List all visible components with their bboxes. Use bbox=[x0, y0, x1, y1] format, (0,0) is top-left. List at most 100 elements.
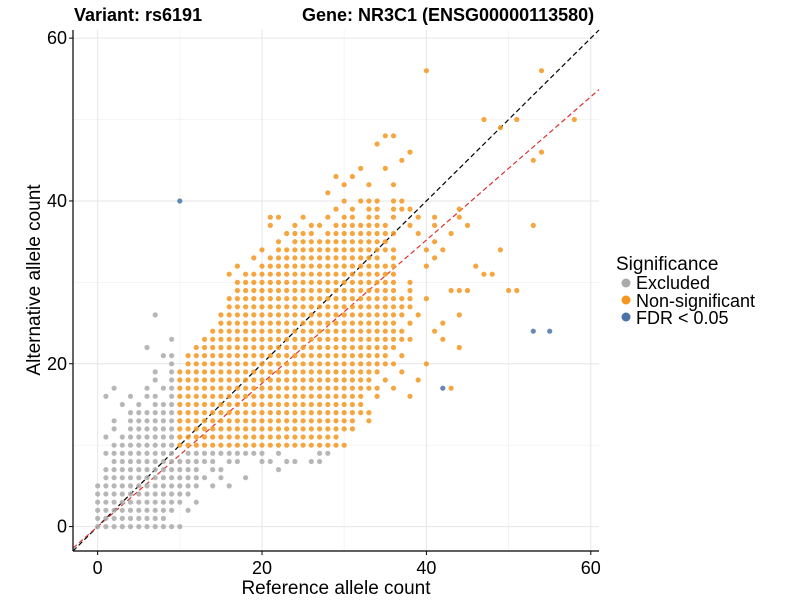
point-non-significant bbox=[300, 255, 306, 261]
point-excluded bbox=[284, 458, 290, 465]
point-non-significant bbox=[292, 353, 298, 359]
point-non-significant bbox=[333, 336, 339, 342]
point-non-significant bbox=[234, 336, 240, 342]
point-non-significant bbox=[358, 377, 364, 383]
point-non-significant bbox=[275, 328, 282, 334]
point-excluded bbox=[127, 467, 134, 473]
point-non-significant bbox=[325, 410, 331, 416]
point-non-significant bbox=[333, 361, 339, 367]
point-excluded bbox=[185, 467, 191, 473]
point-excluded bbox=[193, 450, 199, 456]
point-excluded bbox=[144, 458, 150, 465]
point-non-significant bbox=[374, 296, 380, 302]
point-non-significant bbox=[210, 369, 216, 375]
point-excluded bbox=[169, 483, 175, 489]
y-tick-label: 60 bbox=[47, 28, 67, 48]
point-non-significant bbox=[267, 263, 273, 269]
point-non-significant bbox=[423, 296, 429, 302]
point-non-significant bbox=[308, 442, 314, 448]
point-excluded bbox=[127, 458, 134, 465]
point-fdr-0-05 bbox=[440, 385, 446, 391]
point-non-significant bbox=[284, 353, 290, 359]
point-excluded bbox=[127, 475, 134, 481]
point-non-significant bbox=[382, 361, 388, 367]
point-non-significant bbox=[325, 336, 331, 342]
point-non-significant bbox=[390, 279, 397, 285]
point-excluded bbox=[160, 507, 166, 513]
point-non-significant bbox=[234, 328, 240, 334]
point-non-significant bbox=[325, 247, 331, 253]
point-non-significant bbox=[399, 353, 405, 359]
point-non-significant bbox=[259, 401, 265, 408]
point-excluded bbox=[160, 467, 166, 473]
point-excluded bbox=[144, 507, 150, 513]
point-non-significant bbox=[259, 385, 265, 391]
point-non-significant bbox=[185, 401, 191, 408]
point-non-significant bbox=[382, 165, 388, 171]
legend-label-excluded: Excluded bbox=[636, 273, 710, 293]
point-non-significant bbox=[300, 369, 306, 375]
point-non-significant bbox=[325, 377, 331, 383]
point-non-significant bbox=[317, 336, 323, 342]
point-excluded bbox=[234, 458, 240, 465]
data-points bbox=[95, 68, 577, 530]
point-non-significant bbox=[193, 434, 199, 440]
point-excluded bbox=[136, 524, 142, 530]
point-excluded bbox=[152, 467, 158, 473]
point-non-significant bbox=[366, 296, 372, 302]
point-excluded bbox=[144, 467, 150, 473]
point-non-significant bbox=[333, 304, 339, 310]
chart-title-left: Variant: rs6191 bbox=[74, 5, 202, 25]
point-non-significant bbox=[251, 255, 257, 261]
point-excluded bbox=[152, 499, 158, 505]
point-excluded bbox=[201, 450, 208, 456]
point-excluded bbox=[169, 426, 175, 432]
point-non-significant bbox=[432, 255, 438, 261]
point-non-significant bbox=[349, 369, 355, 375]
point-non-significant bbox=[185, 442, 191, 448]
point-non-significant bbox=[259, 442, 265, 448]
point-non-significant bbox=[292, 312, 298, 318]
point-non-significant bbox=[341, 230, 347, 237]
point-non-significant bbox=[218, 393, 224, 399]
point-non-significant bbox=[308, 401, 314, 408]
point-non-significant bbox=[374, 353, 380, 359]
point-non-significant bbox=[317, 320, 323, 326]
point-non-significant bbox=[390, 230, 397, 237]
point-non-significant bbox=[226, 320, 232, 326]
point-excluded bbox=[185, 507, 191, 513]
point-excluded bbox=[177, 483, 183, 489]
point-non-significant bbox=[358, 393, 364, 399]
point-non-significant bbox=[226, 353, 232, 359]
point-non-significant bbox=[300, 401, 306, 408]
point-non-significant bbox=[234, 426, 240, 432]
point-non-significant bbox=[407, 296, 413, 302]
point-non-significant bbox=[497, 125, 503, 131]
point-non-significant bbox=[317, 353, 323, 359]
point-non-significant bbox=[259, 377, 265, 383]
point-non-significant bbox=[243, 361, 249, 367]
point-non-significant bbox=[193, 401, 199, 408]
point-non-significant bbox=[456, 312, 462, 318]
point-non-significant bbox=[374, 304, 380, 310]
point-excluded bbox=[103, 475, 109, 481]
point-non-significant bbox=[267, 279, 273, 285]
point-non-significant bbox=[292, 385, 298, 391]
point-non-significant bbox=[218, 328, 224, 334]
point-non-significant bbox=[210, 353, 216, 359]
point-excluded bbox=[160, 491, 166, 497]
point-non-significant bbox=[226, 336, 232, 342]
point-excluded bbox=[226, 450, 232, 456]
point-non-significant bbox=[234, 401, 240, 408]
point-excluded bbox=[160, 515, 166, 522]
point-non-significant bbox=[193, 426, 199, 432]
point-non-significant bbox=[193, 418, 199, 424]
point-non-significant bbox=[325, 271, 331, 277]
point-non-significant bbox=[317, 393, 323, 399]
point-non-significant bbox=[399, 312, 405, 318]
point-non-significant bbox=[349, 287, 355, 294]
point-excluded bbox=[201, 458, 208, 465]
point-non-significant bbox=[341, 287, 347, 294]
point-non-significant bbox=[349, 353, 355, 359]
point-non-significant bbox=[308, 344, 314, 351]
